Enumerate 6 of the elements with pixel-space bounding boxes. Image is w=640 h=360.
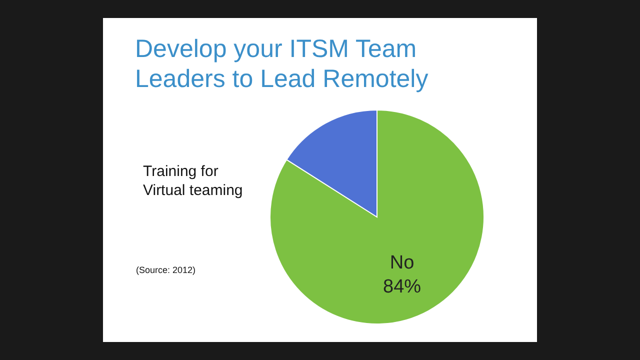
pie-slice xyxy=(270,110,484,324)
slice-label: No xyxy=(390,252,414,274)
chart-title: Develop your ITSM Team Leaders to Lead Remotely xyxy=(135,34,430,94)
text: Training for Virtual teaming xyxy=(143,162,244,200)
text: (Source: 2012) xyxy=(136,265,196,275)
data-label: 84% xyxy=(383,276,422,298)
